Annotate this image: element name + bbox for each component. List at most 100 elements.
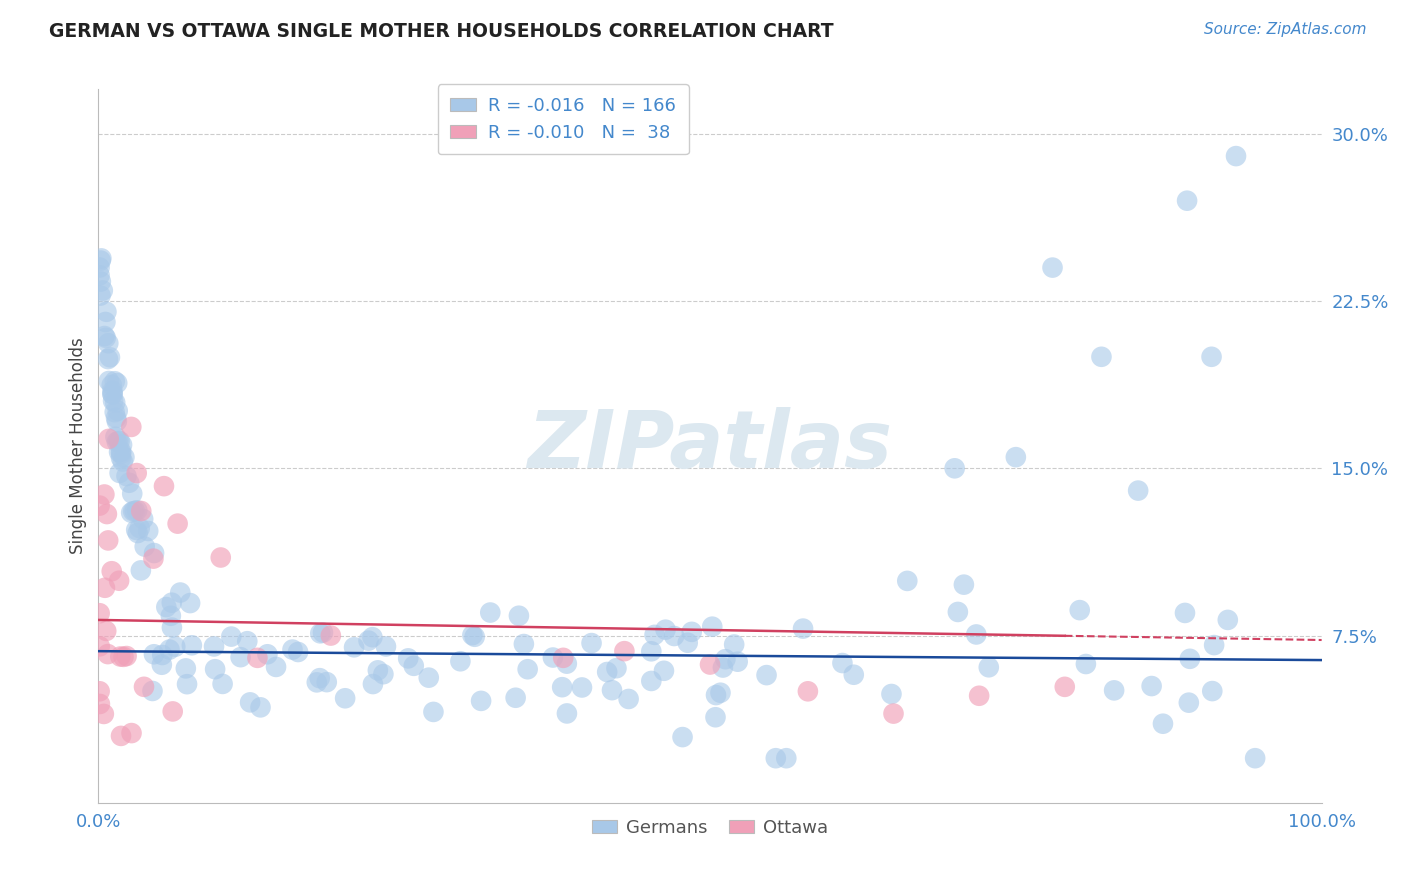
Point: [202, 640, 225, 654]
Point: [204, 662, 226, 676]
Point: [361, 677, 384, 691]
Point: [211, 677, 233, 691]
Point: [361, 630, 384, 644]
Point: [516, 662, 538, 676]
Point: [723, 638, 745, 652]
Text: GERMAN VS OTTAWA SINGLE MOTHER HOUSEHOLDS CORRELATION CHART: GERMAN VS OTTAWA SINGLE MOTHER HOUSEHOLD…: [49, 22, 834, 41]
Point: [105, 434, 128, 449]
Point: [100, 378, 122, 392]
Point: [136, 524, 159, 538]
Point: [617, 692, 640, 706]
Point: [702, 620, 724, 634]
Point: [1174, 606, 1197, 620]
Point: [107, 434, 129, 448]
Point: [596, 665, 619, 679]
Point: [1244, 751, 1267, 765]
Point: [402, 658, 425, 673]
Point: [1178, 696, 1201, 710]
Point: [470, 694, 492, 708]
Point: [644, 628, 666, 642]
Point: [112, 649, 135, 664]
Point: [896, 574, 918, 588]
Point: [89, 260, 111, 275]
Point: [977, 660, 1000, 674]
Point: [89, 499, 111, 513]
Point: [180, 638, 202, 652]
Point: [1090, 350, 1112, 364]
Point: [309, 626, 332, 640]
Point: [98, 351, 121, 365]
Point: [1140, 679, 1163, 693]
Point: [375, 640, 398, 654]
Point: [581, 636, 603, 650]
Point: [1175, 194, 1198, 208]
Point: [169, 585, 191, 599]
Point: [256, 647, 278, 661]
Point: [367, 663, 389, 677]
Point: [110, 446, 132, 460]
Point: [373, 667, 395, 681]
Point: [209, 550, 232, 565]
Point: [711, 660, 734, 674]
Point: [792, 622, 814, 636]
Point: [90, 252, 112, 266]
Point: [89, 684, 111, 698]
Point: [179, 596, 201, 610]
Point: [727, 655, 749, 669]
Point: [699, 657, 721, 672]
Point: [153, 479, 176, 493]
Point: [105, 411, 128, 425]
Point: [541, 650, 564, 665]
Point: [104, 374, 127, 388]
Point: [797, 684, 820, 698]
Point: [842, 667, 865, 681]
Point: [1004, 450, 1026, 464]
Point: [104, 405, 127, 419]
Point: [97, 647, 120, 661]
Point: [1216, 613, 1239, 627]
Point: [239, 695, 262, 709]
Point: [128, 521, 150, 535]
Point: [122, 504, 145, 518]
Point: [221, 630, 243, 644]
Point: [1069, 603, 1091, 617]
Point: [89, 606, 111, 620]
Point: [676, 636, 699, 650]
Point: [464, 630, 486, 644]
Point: [1204, 638, 1226, 652]
Point: [90, 253, 112, 268]
Point: [129, 504, 152, 518]
Point: [142, 647, 165, 661]
Point: [967, 689, 990, 703]
Point: [315, 675, 337, 690]
Point: [110, 729, 132, 743]
Point: [1128, 483, 1150, 498]
Point: [613, 644, 636, 658]
Point: [115, 648, 138, 663]
Point: [101, 393, 124, 408]
Point: [505, 690, 527, 705]
Point: [125, 523, 148, 537]
Point: [104, 395, 127, 409]
Point: [97, 352, 120, 367]
Point: [236, 634, 259, 648]
Point: [166, 516, 188, 531]
Point: [101, 384, 124, 398]
Point: [953, 577, 976, 591]
Point: [129, 563, 152, 577]
Point: [125, 466, 148, 480]
Point: [704, 688, 727, 702]
Point: [107, 403, 129, 417]
Point: [89, 697, 111, 711]
Point: [1053, 680, 1076, 694]
Point: [449, 654, 471, 668]
Point: [97, 374, 120, 388]
Point: [479, 606, 502, 620]
Point: [94, 581, 117, 595]
Point: [105, 376, 128, 390]
Point: [1225, 149, 1247, 163]
Point: [1201, 350, 1223, 364]
Point: [555, 706, 578, 721]
Point: [101, 386, 124, 401]
Point: [121, 726, 143, 740]
